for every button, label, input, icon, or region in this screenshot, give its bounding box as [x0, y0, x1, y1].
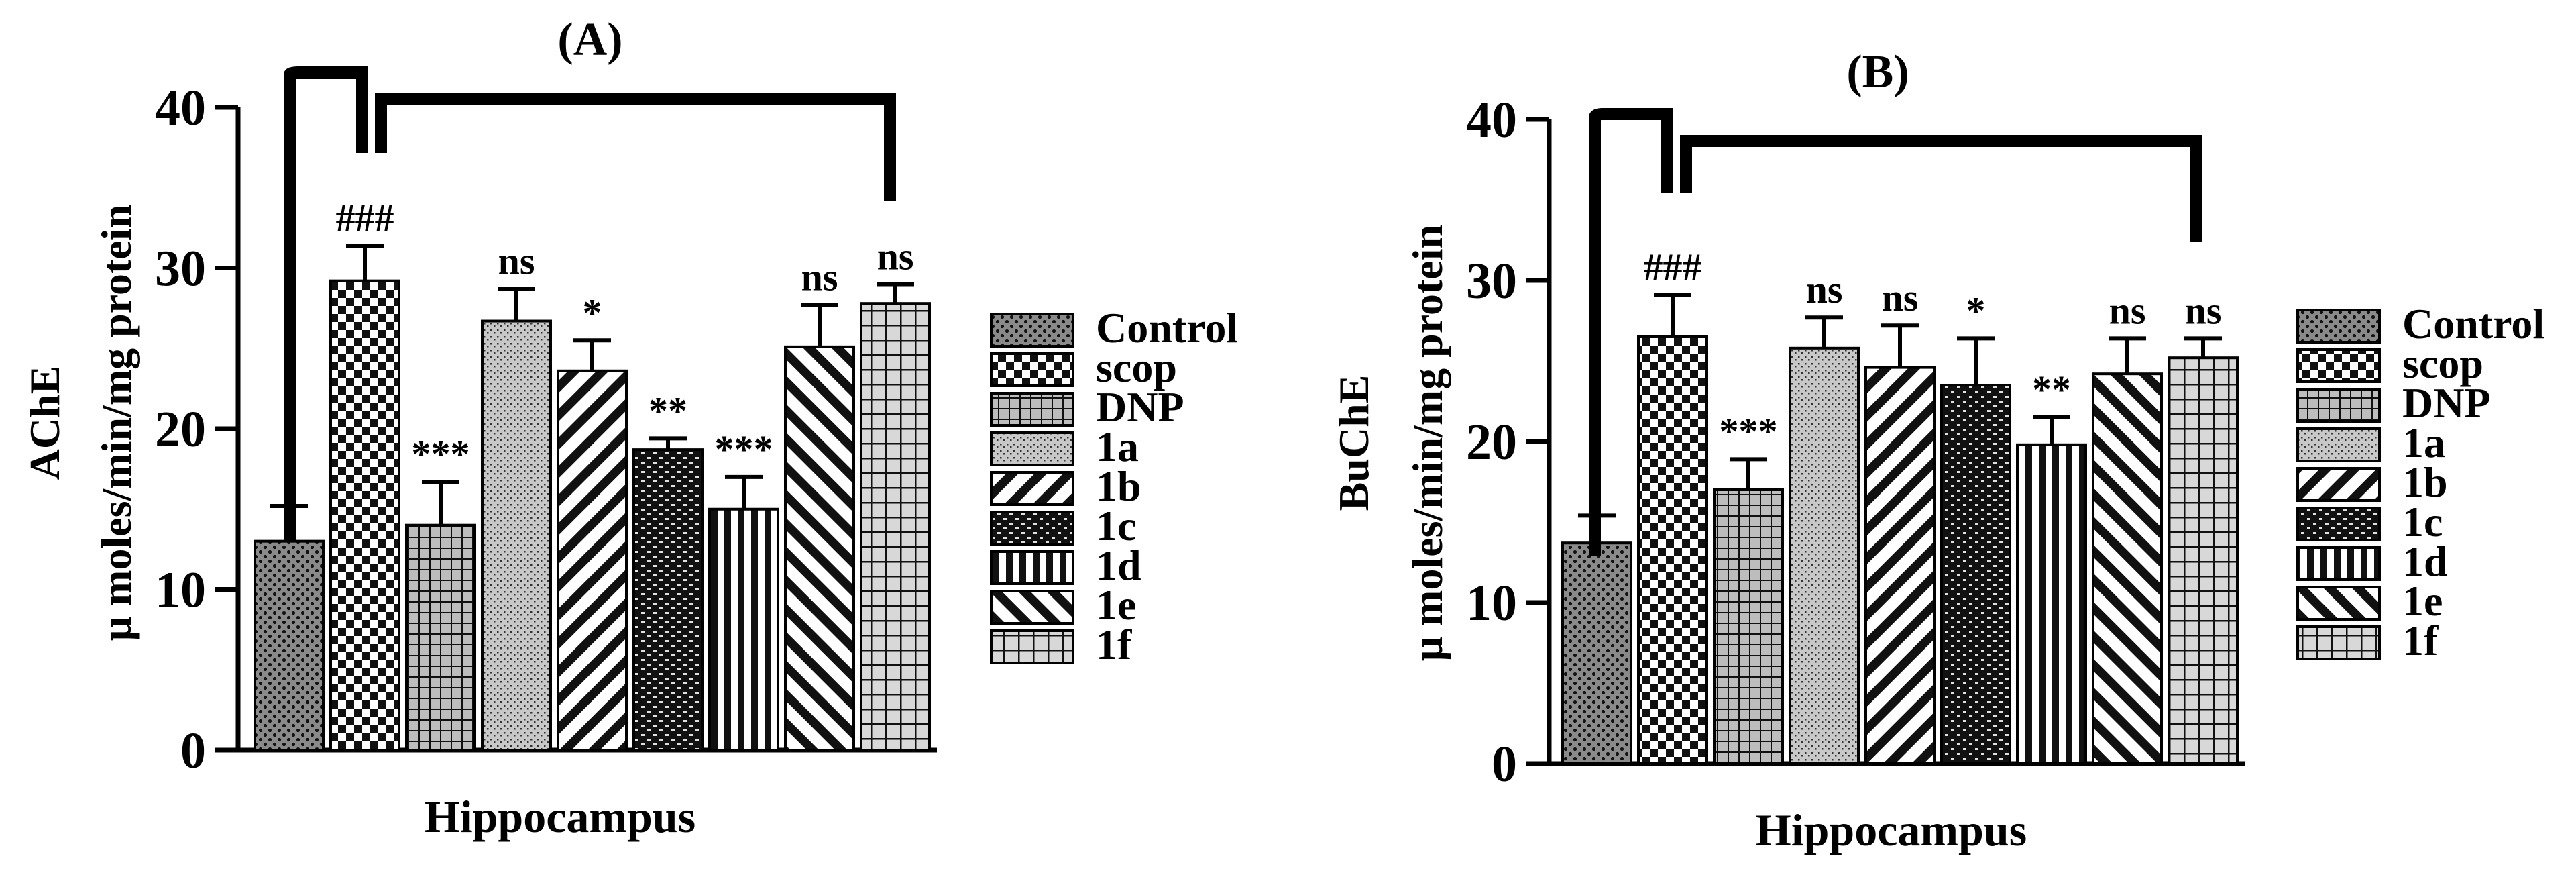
bar-1a — [1789, 346, 1860, 765]
significance-label: ** — [649, 388, 687, 432]
legend-label-1e: 1e — [2402, 577, 2443, 625]
panel-a-ylabel-line2: μ moles/min/mg protein — [93, 205, 140, 641]
legend-label-1c: 1c — [1096, 502, 1136, 550]
legend-label-1e: 1e — [1096, 581, 1136, 629]
significance-label: *** — [1720, 409, 1778, 453]
legend-swatch-1c — [990, 511, 1074, 546]
legend-label-Control: Control — [2402, 300, 2544, 348]
legend-swatch-1f — [990, 629, 1074, 664]
legend-swatch-1a — [990, 431, 1074, 466]
legend-swatch-1e — [990, 590, 1074, 625]
significance-label: ** — [2032, 368, 2071, 411]
panel-b-xlabel: Hippocampus — [1756, 804, 2027, 855]
panel-b: (B) BuChE μ moles/min/mg protein Hippoca… — [1330, 46, 2544, 855]
comparison-bracket-left — [284, 66, 368, 542]
legend-label-1f: 1f — [2402, 617, 2439, 664]
bar-Control — [1561, 541, 1632, 765]
bar-1a — [481, 319, 552, 752]
legend-label-1b: 1b — [1096, 462, 1141, 510]
legend-swatch-1d — [2296, 546, 2381, 581]
legend-label-1b: 1b — [2402, 458, 2448, 506]
significance-label: ns — [2109, 289, 2146, 332]
significance-label: *** — [412, 432, 470, 476]
panel-b-title: (B) — [1846, 46, 1909, 98]
bar-1f — [2168, 356, 2239, 765]
significance-label: ns — [2185, 289, 2222, 332]
legend-label-scop: scop — [2402, 340, 2483, 387]
bar-1c — [1940, 384, 2011, 765]
bar-scop — [1637, 335, 1708, 765]
panel-a: (A) AChE μ moles/min/mg protein Hippocam… — [21, 14, 1238, 842]
legend-label-1c: 1c — [2402, 498, 2443, 546]
significance-label: ns — [1806, 268, 1843, 311]
legend-swatch-DNP — [990, 392, 1074, 427]
legend-label-Control: Control — [1096, 304, 1238, 352]
legend-swatch-1c — [2296, 507, 2381, 541]
legend-label-1d: 1d — [1096, 541, 1141, 589]
legend-label-1d: 1d — [2402, 537, 2448, 585]
significance-label: * — [1966, 289, 1986, 332]
legend-swatch-DNP — [2296, 388, 2381, 423]
bar-1d — [708, 507, 779, 751]
bar-1f — [860, 302, 931, 751]
significance-label: ns — [498, 240, 535, 283]
significance-label: * — [583, 291, 602, 334]
bar-1d — [2016, 443, 2087, 765]
y-tick-label: 0 — [1492, 736, 1517, 792]
legend-swatch-scop — [2296, 348, 2381, 383]
bar-Control — [254, 539, 325, 752]
y-tick-label: 20 — [155, 401, 206, 458]
legend-swatch-scop — [990, 352, 1074, 387]
comparison-bracket-right — [375, 93, 896, 201]
y-tick-label: 40 — [155, 80, 206, 136]
y-tick-label: 0 — [180, 723, 206, 779]
bar-DNP — [1713, 488, 1784, 765]
y-tick-label: 40 — [1466, 92, 1517, 148]
legend-swatch-1a — [2296, 427, 2381, 462]
bar-1e — [784, 345, 855, 751]
significance-label: ### — [1644, 246, 1702, 289]
comparison-bracket-left — [1589, 108, 1673, 556]
bar-scop — [329, 279, 400, 752]
y-tick-label: 20 — [1466, 414, 1517, 470]
legend-label-scop: scop — [1096, 344, 1177, 391]
legend-swatch-1f — [2296, 625, 2381, 660]
bar-1c — [632, 448, 704, 751]
legend-swatch-1b — [2296, 467, 2381, 502]
significance-label: ns — [1882, 276, 1919, 319]
legend-swatch-1e — [2296, 586, 2381, 621]
panel-b-ylabel-line1: BuChE — [1330, 375, 1378, 511]
significance-label: ns — [801, 256, 838, 299]
legend-swatch-Control — [2296, 309, 2381, 344]
legend-swatch-Control — [990, 313, 1074, 348]
y-tick-label: 10 — [1466, 575, 1517, 631]
legend-label-1f: 1f — [1096, 621, 1132, 668]
bar-1e — [2092, 372, 2163, 765]
y-tick-label: 30 — [1466, 253, 1517, 309]
significance-label: ns — [877, 234, 914, 278]
comparison-bracket-right — [1680, 135, 2202, 242]
bar-1b — [1864, 366, 1936, 765]
significance-label: ### — [336, 196, 394, 240]
bar-1b — [557, 369, 628, 751]
legend-swatch-1d — [990, 550, 1074, 585]
y-tick-label: 10 — [155, 562, 206, 619]
legend-label-DNP: DNP — [1096, 383, 1184, 431]
significance-label: *** — [715, 427, 773, 471]
panel-a-xlabel: Hippocampus — [425, 791, 695, 842]
y-tick-label: 30 — [155, 241, 206, 297]
legend-label-DNP: DNP — [2402, 379, 2491, 427]
legend-label-1a: 1a — [1096, 423, 1139, 470]
bar-DNP — [405, 523, 476, 751]
legend-label-1a: 1a — [2402, 419, 2445, 466]
legend-swatch-1b — [990, 471, 1074, 506]
panel-a-ylabel-line1: AChE — [21, 366, 68, 480]
panel-a-title: (A) — [557, 14, 622, 66]
panel-b-ylabel-line2: μ moles/min/mg protein — [1404, 225, 1451, 661]
